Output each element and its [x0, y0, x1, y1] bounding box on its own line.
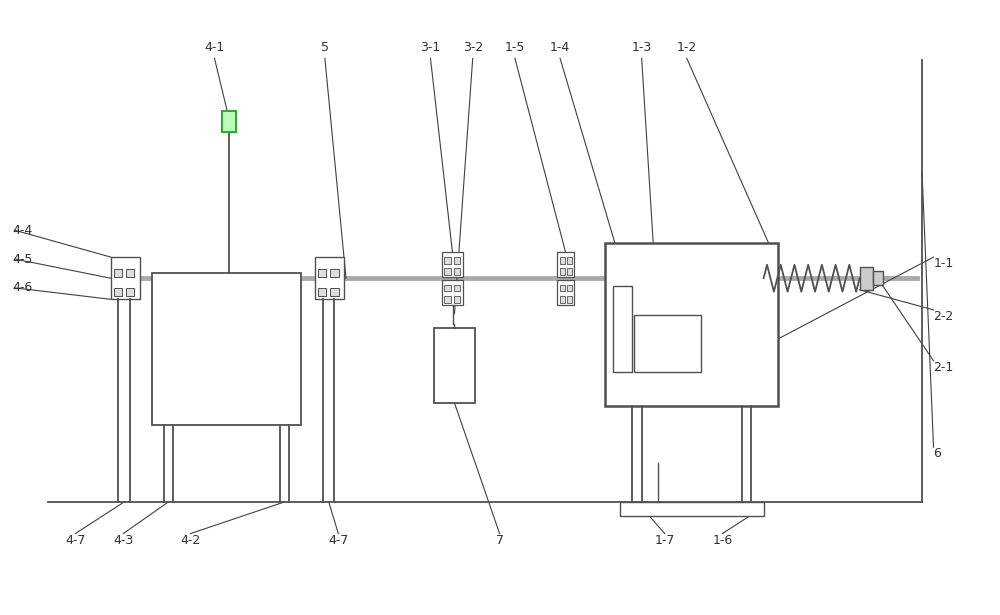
Text: 4-2: 4-2 [180, 534, 201, 547]
Text: 3-2: 3-2 [463, 41, 483, 54]
Text: 2-2: 2-2 [934, 310, 954, 323]
Bar [434, 328, 475, 403]
Text: 4-7: 4-7 [328, 534, 349, 547]
Text: 1-3: 1-3 [632, 41, 652, 54]
Text: 4-4: 4-4 [12, 224, 32, 237]
Bar [444, 285, 451, 292]
Bar [126, 269, 134, 277]
Text: 1-1: 1-1 [934, 257, 954, 271]
Bar [454, 285, 460, 292]
Bar [126, 288, 134, 296]
Bar [860, 267, 873, 290]
Bar [620, 502, 764, 517]
Bar [454, 268, 460, 275]
Bar [560, 285, 565, 292]
Text: 1-5: 1-5 [505, 41, 525, 54]
Text: 1-4: 1-4 [550, 41, 570, 54]
Bar [567, 268, 572, 275]
Text: 7: 7 [496, 534, 504, 547]
Text: 4-7: 4-7 [65, 534, 85, 547]
Bar [152, 274, 301, 425]
Bar [557, 252, 574, 277]
Bar [330, 288, 339, 296]
Bar [560, 268, 565, 275]
Text: 1-7: 1-7 [655, 534, 675, 547]
Bar [114, 269, 122, 277]
Bar [454, 296, 460, 303]
Text: 4-3: 4-3 [113, 534, 133, 547]
Text: 2-1: 2-1 [934, 361, 954, 374]
Bar [444, 268, 451, 275]
Text: 4-1: 4-1 [204, 41, 225, 54]
Bar [567, 257, 572, 264]
Text: 1-2: 1-2 [677, 41, 697, 54]
Bar [318, 269, 326, 277]
Text: 3-1: 3-1 [420, 41, 441, 54]
Bar [560, 257, 565, 264]
Bar [442, 280, 463, 305]
Bar [454, 257, 460, 264]
Text: 6: 6 [934, 447, 941, 461]
Bar [442, 252, 463, 277]
Bar [605, 243, 778, 406]
Bar [318, 288, 326, 296]
Bar [222, 111, 236, 132]
Bar [330, 269, 339, 277]
Bar [111, 257, 140, 300]
Text: 5: 5 [321, 41, 329, 54]
Bar [444, 296, 451, 303]
Bar [114, 288, 122, 296]
Bar [557, 280, 574, 305]
Text: 1-6: 1-6 [712, 534, 732, 547]
Text: 4-5: 4-5 [12, 253, 32, 266]
Bar [444, 257, 451, 264]
Bar [873, 271, 883, 285]
Bar [560, 296, 565, 303]
Bar [567, 296, 572, 303]
Bar [315, 257, 344, 300]
Bar [613, 286, 632, 372]
Bar [567, 285, 572, 292]
Bar [634, 315, 701, 372]
Text: 4-6: 4-6 [12, 281, 32, 295]
